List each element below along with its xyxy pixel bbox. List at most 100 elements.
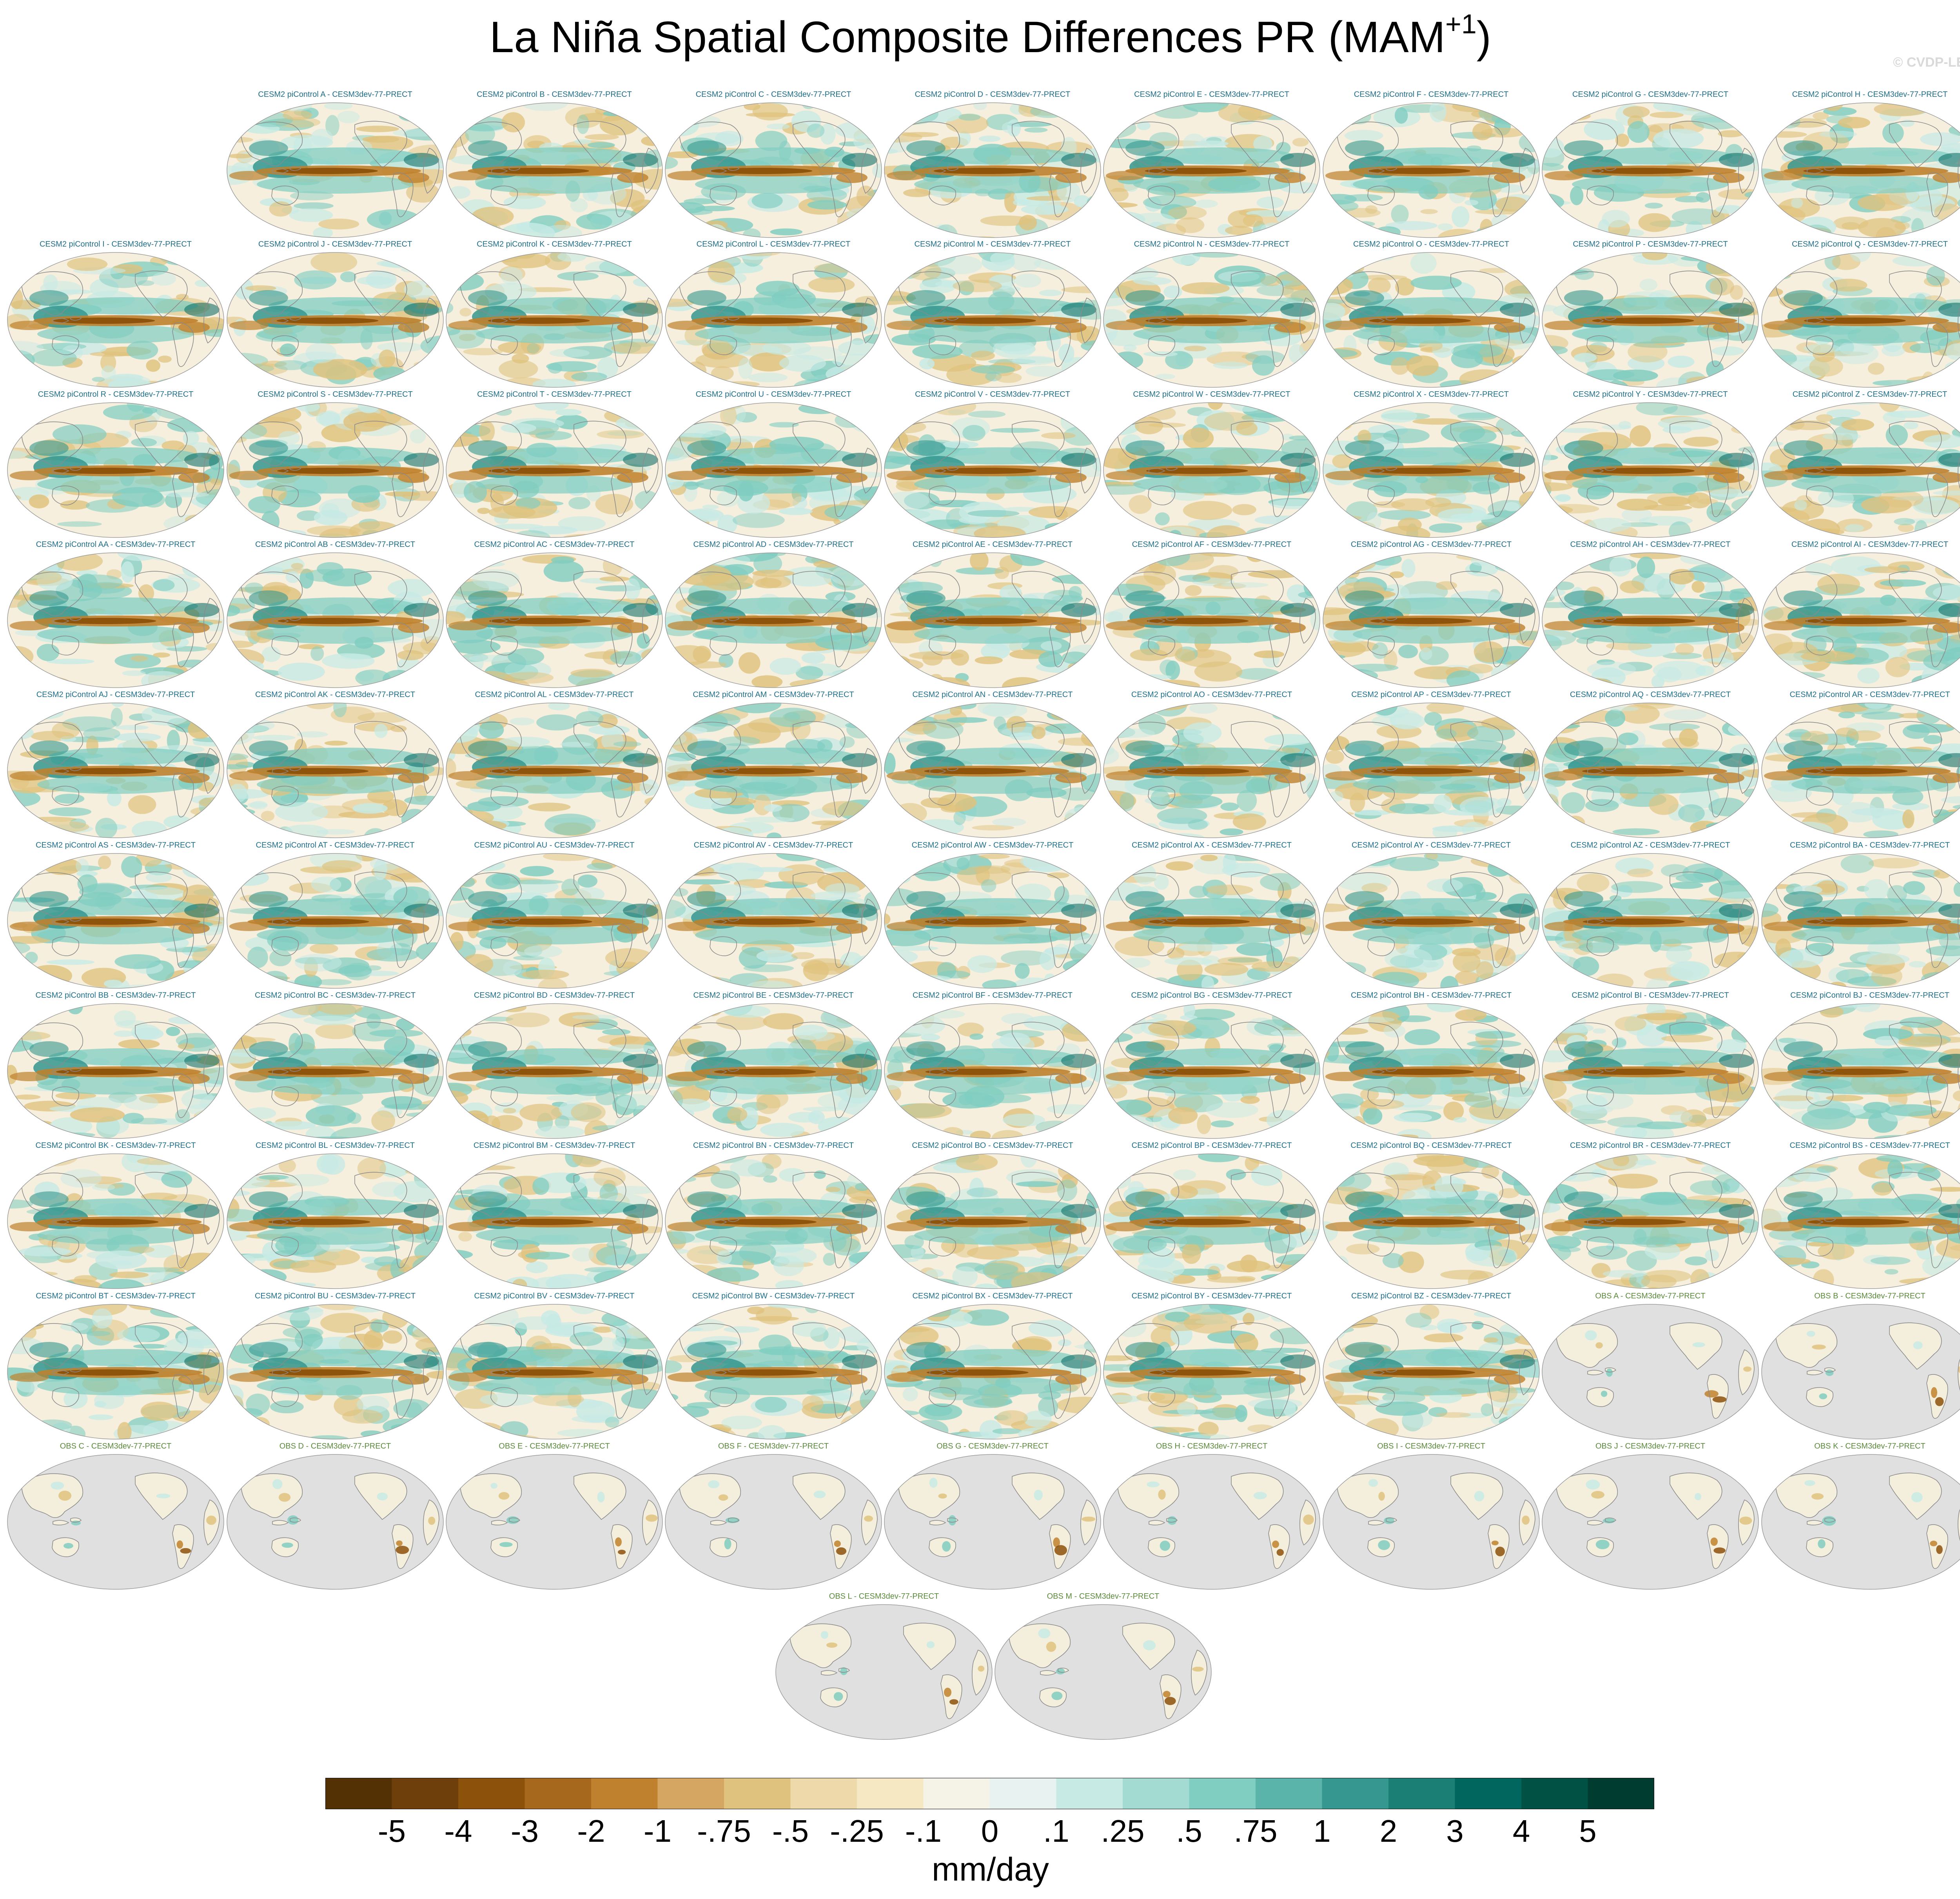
map-panel: CESM2 piControl AZ - CESM3dev-77-PRECT [1541, 841, 1760, 990]
panel-title: CESM2 piControl AC - CESM3dev-77-PRECT [474, 540, 635, 549]
map-plot [1103, 252, 1320, 388]
map-border [1103, 703, 1320, 838]
map-plot [227, 1003, 444, 1139]
map-panel: CESM2 piControl U - CESM3dev-77-PRECT [664, 390, 883, 539]
map-field [1103, 103, 1320, 238]
panel-title: CESM2 piControl BH - CESM3dev-77-PRECT [1350, 991, 1512, 1000]
panel-title: CESM2 piControl AU - CESM3dev-77-PRECT [474, 841, 635, 850]
map-border [1103, 1304, 1320, 1440]
colorbar-tick-labels: -5 -4 -3 -2 -1 -.75 -.5 -.25 -.1 0 .1 .25 .5 .75 1 2 3 4 5 [325, 1813, 1654, 1848]
map-plot [446, 853, 663, 989]
map-border [446, 402, 663, 538]
map-field [665, 1454, 882, 1589]
map-panel: OBS G - CESM3dev-77-PRECT [883, 1442, 1102, 1591]
map-panel: OBS B - CESM3dev-77-PRECT [1760, 1292, 1960, 1441]
panel-title: OBS B - CESM3dev-77-PRECT [1814, 1292, 1926, 1300]
map-panel: CESM2 piControl L - CESM3dev-77-PRECT [664, 240, 883, 389]
map-border [227, 1153, 444, 1289]
map-plot [1323, 703, 1540, 838]
map-field [7, 853, 224, 988]
panel-title: CESM2 piControl U - CESM3dev-77-PRECT [695, 390, 851, 399]
map-field [446, 403, 662, 537]
map-panel: CESM2 piControl J - CESM3dev-77-PRECT [225, 240, 445, 389]
map-panel: CESM2 piControl AE - CESM3dev-77-PRECT [883, 540, 1102, 689]
map-border [1323, 1153, 1540, 1289]
panel-title: CESM2 piControl AB - CESM3dev-77-PRECT [255, 540, 415, 549]
map-plot [1542, 252, 1759, 388]
map-panel: CESM2 piControl BD - CESM3dev-77-PRECT [445, 991, 664, 1140]
map-panel: OBS H - CESM3dev-77-PRECT [1102, 1442, 1321, 1591]
panel-title: CESM2 piControl BV - CESM3dev-77-PRECT [474, 1292, 635, 1300]
map-border [227, 552, 444, 688]
colorbar-swatch [591, 1778, 658, 1809]
colorbar-swatch [1189, 1778, 1256, 1809]
map-field [1103, 1454, 1320, 1589]
map-plot [1542, 1153, 1759, 1289]
map-field [665, 553, 882, 688]
map-field [1542, 403, 1759, 537]
panel-title: CESM2 piControl AO - CESM3dev-77-PRECT [1131, 690, 1292, 699]
map-border [665, 1304, 882, 1440]
map-field [446, 1454, 662, 1589]
map-plot [1761, 252, 1960, 388]
panel-title: CESM2 piControl AS - CESM3dev-77-PRECT [36, 841, 196, 850]
map-panel: CESM2 piControl AW - CESM3dev-77-PRECT [883, 841, 1102, 990]
map-border [1103, 402, 1320, 538]
map-panel: CESM2 piControl AY - CESM3dev-77-PRECT [1321, 841, 1541, 990]
colorbar-tick-label: 4 [1512, 1814, 1530, 1848]
map-border [7, 703, 224, 838]
map-panel: CESM2 piControl BV - CESM3dev-77-PRECT [445, 1292, 664, 1441]
map-plot [446, 703, 663, 838]
map-panel: CESM2 piControl AA - CESM3dev-77-PRECT [6, 540, 225, 689]
colorbar-tick-label: -1 [643, 1814, 672, 1848]
map-panel: CESM2 piControl BB - CESM3dev-77-PRECT [6, 991, 225, 1140]
map-field [1103, 703, 1320, 838]
map-border [775, 1604, 993, 1740]
map-panel: CESM2 piControl O - CESM3dev-77-PRECT [1321, 240, 1541, 389]
map-field [884, 1304, 1101, 1439]
map-field [776, 1605, 992, 1739]
map-field [1103, 403, 1320, 537]
map-border [1323, 853, 1540, 989]
map-field [884, 553, 1101, 688]
colorbar-tick-label: -.25 [830, 1814, 884, 1848]
panel-title: OBS L - CESM3dev-77-PRECT [829, 1592, 939, 1601]
map-field [1103, 1154, 1320, 1289]
panel-title: CESM2 piControl A - CESM3dev-77-PRECT [258, 90, 412, 99]
map-border [1542, 853, 1759, 989]
map-panel: CESM2 piControl BU - CESM3dev-77-PRECT [225, 1292, 445, 1441]
map-plot [1761, 402, 1960, 538]
map-field [1542, 103, 1759, 238]
map-panel: CESM2 piControl AB - CESM3dev-77-PRECT [225, 540, 445, 689]
map-panel: CESM2 piControl AO - CESM3dev-77-PRECT [1102, 690, 1321, 839]
map-field [665, 252, 882, 387]
map-border [665, 552, 882, 688]
panel-title: CESM2 piControl BD - CESM3dev-77-PRECT [474, 991, 635, 1000]
map-plot [1542, 402, 1759, 538]
colorbar-tick-label: -2 [577, 1814, 605, 1848]
panel-title: CESM2 piControl AT - CESM3dev-77-PRECT [256, 841, 415, 850]
panel-title: CESM2 piControl X - CESM3dev-77-PRECT [1354, 390, 1509, 399]
colorbar-swatch [990, 1778, 1056, 1809]
map-plot [1761, 853, 1960, 989]
map-field [665, 853, 882, 988]
panel-title: CESM2 piControl Q - CESM3dev-77-PRECT [1792, 240, 1948, 249]
panel-title: CESM2 piControl BY - CESM3dev-77-PRECT [1131, 1292, 1292, 1300]
map-field [7, 1304, 224, 1439]
map-field [1762, 703, 1960, 838]
map-plot [775, 1604, 993, 1740]
map-panel: CESM2 piControl BW - CESM3dev-77-PRECT [664, 1292, 883, 1441]
map-panel: CESM2 piControl BQ - CESM3dev-77-PRECT [1321, 1141, 1541, 1290]
map-plot [1323, 1454, 1540, 1590]
colorbar-tick-label: .1 [1043, 1814, 1069, 1848]
colorbar-tick-label: -.5 [772, 1814, 809, 1848]
panel-title: CESM2 piControl I - CESM3dev-77-PRECT [40, 240, 192, 249]
map-field [1323, 1154, 1539, 1289]
map-panel: CESM2 piControl Y - CESM3dev-77-PRECT [1541, 390, 1760, 539]
map-plot [7, 703, 224, 838]
map-border [1542, 703, 1759, 838]
map-plot [1323, 252, 1540, 388]
map-border [227, 703, 444, 838]
map-panel: CESM2 piControl AM - CESM3dev-77-PRECT [664, 690, 883, 839]
panel-title: OBS F - CESM3dev-77-PRECT [718, 1442, 829, 1451]
